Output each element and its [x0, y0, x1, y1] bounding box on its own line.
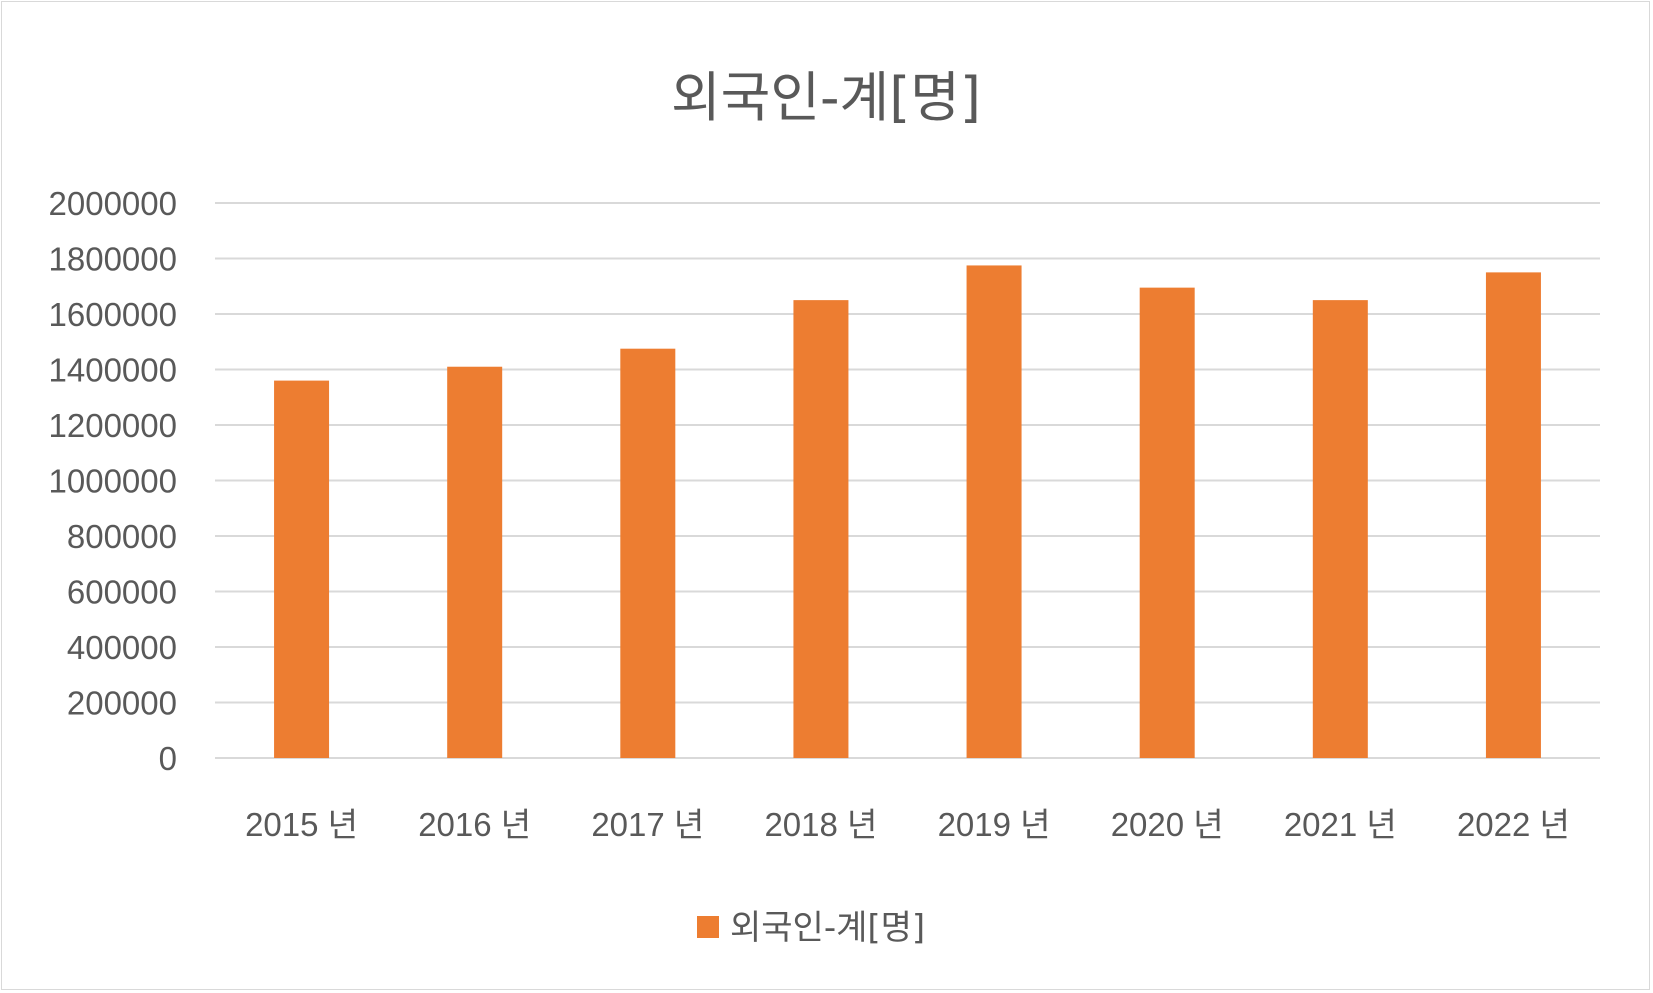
y-tick-label: 200000	[67, 685, 177, 722]
y-tick-label: 1400000	[49, 352, 177, 389]
bar	[1139, 287, 1195, 758]
y-tick-label: 1000000	[49, 463, 177, 500]
x-tick-label: 2020 년	[1111, 806, 1224, 843]
y-tick-label: 800000	[67, 518, 177, 555]
x-tick-label: 2022 년	[1457, 806, 1570, 843]
x-axis-ticks: 2015 년 2016 년 2017 년 2018 년 2019 년 2020 년 2021…	[245, 806, 1570, 843]
gridlines	[215, 202, 1600, 759]
x-tick-label: 2018 년	[764, 806, 877, 843]
bars	[274, 265, 1541, 758]
y-tick-label: 600000	[67, 574, 177, 611]
legend-label: 외국인-계[명]	[730, 908, 925, 948]
bar	[793, 300, 849, 758]
x-tick-label: 2021 년	[1284, 806, 1397, 843]
x-tick-label: 2015 년	[245, 806, 358, 843]
y-tick-label: 400000	[67, 629, 177, 666]
y-tick-label: 2000000	[49, 185, 177, 222]
x-tick-label: 2017 년	[591, 806, 704, 843]
bar	[1485, 272, 1541, 758]
x-tick-label: 2019 년	[938, 806, 1051, 843]
bar	[274, 380, 330, 758]
y-tick-label: 1600000	[49, 296, 177, 333]
y-axis-ticks: 0 200000 400000 600000 800000 1000000 1200000 1…	[49, 185, 177, 777]
chart-title: 외국인-계[명]	[671, 66, 981, 129]
bar	[620, 348, 676, 758]
legend: 외국인-계[명]	[697, 908, 925, 948]
bar	[966, 265, 1022, 758]
bar	[447, 366, 503, 758]
y-tick-label: 0	[159, 740, 177, 777]
y-tick-label: 1800000	[49, 241, 177, 278]
bar	[1312, 300, 1368, 758]
x-tick-label: 2016 년	[418, 806, 531, 843]
legend-swatch	[697, 916, 719, 938]
y-tick-label: 1200000	[49, 407, 177, 444]
